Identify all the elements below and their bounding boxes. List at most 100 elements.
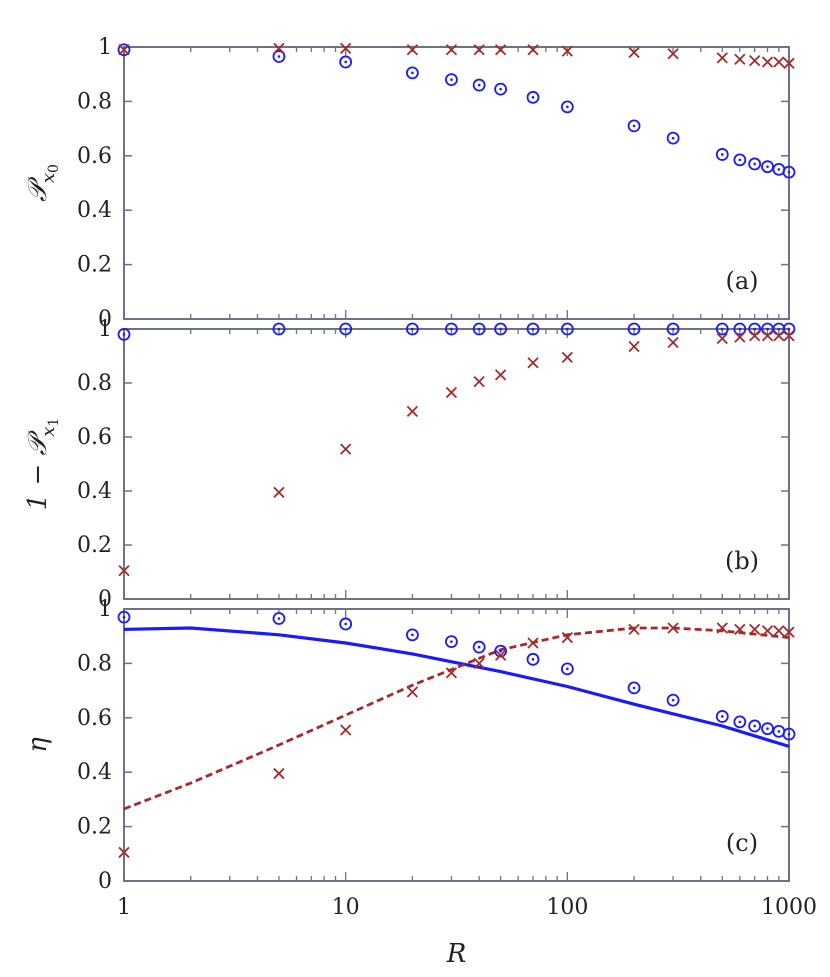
marker-dot — [738, 158, 742, 162]
data-point-cross — [561, 631, 573, 644]
data-point-cross — [628, 340, 640, 353]
marker-ring — [526, 322, 540, 336]
panel-tag: (b) — [725, 547, 759, 575]
marker-ring — [715, 148, 729, 161]
marker-dot — [450, 640, 453, 643]
marker-dot — [477, 645, 481, 649]
data-point-cross — [118, 846, 130, 859]
y-axis-label-sub: x — [38, 173, 59, 183]
marker-dot — [566, 667, 569, 671]
y-tick-label: 0.6 — [77, 425, 112, 450]
panel-a: 0 0.2 0.4 0.6 0.8 1 (a) 𝒫x0 — [23, 35, 796, 332]
marker-dot — [566, 105, 569, 109]
y-axis-label-subsub: 1 — [46, 418, 62, 427]
data-point-cross — [340, 724, 352, 736]
marker-dot — [777, 730, 781, 733]
data-point-cross — [273, 767, 285, 780]
data-point-cross — [273, 486, 285, 498]
data-point-circle — [761, 722, 774, 736]
data-point-cross — [773, 625, 785, 637]
data-point-cross — [749, 330, 761, 342]
data-point-cross — [340, 42, 352, 54]
marker-dot — [531, 658, 535, 661]
y-axis-label-main: η — [23, 737, 53, 753]
marker-dot — [738, 327, 742, 331]
marker-dot — [344, 622, 347, 626]
panel-tag: (a) — [725, 267, 758, 295]
marker-dot — [753, 327, 756, 331]
marker-dot — [738, 720, 742, 724]
curve-solid-blue — [123, 626, 790, 748]
data-point-cross — [628, 623, 640, 636]
data-point-cross — [340, 443, 352, 455]
marker-dot — [787, 170, 791, 174]
data-point-circle — [526, 322, 540, 336]
data-point-cross — [628, 46, 640, 59]
marker-ring — [733, 715, 747, 729]
marker-dot — [477, 83, 481, 87]
data-point-circle — [472, 322, 486, 336]
data-point-circle — [272, 612, 286, 625]
marker-dot — [344, 60, 347, 64]
marker-ring — [733, 322, 747, 336]
marker-ring — [560, 322, 574, 336]
y-tick-label: 0.2 — [77, 533, 112, 558]
marker-dot — [777, 168, 781, 171]
marker-dot — [499, 327, 502, 331]
marker-dot — [411, 71, 414, 75]
data-point-circle — [494, 82, 508, 96]
data-point-circle — [339, 322, 353, 336]
data-point-cross — [473, 657, 485, 670]
data-point-circle — [733, 322, 747, 336]
y-tick-label: 0.4 — [77, 198, 112, 223]
data-point-cross — [527, 637, 539, 649]
marker-ring — [272, 50, 286, 63]
marker-ring — [405, 322, 419, 336]
data-point-circle — [715, 322, 729, 336]
data-point-circle — [339, 55, 353, 69]
data-point-circle — [560, 322, 574, 336]
y-tick-label: 0.6 — [77, 144, 112, 169]
marker-ring — [715, 322, 729, 336]
marker-dot — [477, 327, 481, 331]
x-tick-label: 10 — [332, 895, 360, 920]
data-point-cross — [734, 331, 746, 343]
data-point-circle — [117, 327, 131, 341]
y-tick-label: 0.4 — [77, 760, 112, 785]
marker-dot — [450, 78, 453, 81]
data-point-cross — [118, 565, 130, 577]
marker-dot — [411, 327, 414, 331]
data-point-circle — [494, 322, 508, 336]
y-tick-label: 0.2 — [77, 815, 112, 840]
x-tick-label: 100 — [546, 895, 588, 920]
marker-ring — [117, 43, 131, 57]
y-axis-label-main: 1 − 𝒫 — [23, 429, 53, 510]
marker-ring — [472, 78, 486, 92]
marker-dot — [277, 327, 281, 331]
data-point-cross — [445, 386, 458, 399]
marker-ring — [666, 693, 680, 707]
marker-ring — [117, 610, 131, 624]
marker-dot — [122, 615, 126, 619]
data-point-circle — [666, 131, 680, 145]
marker-ring — [339, 55, 353, 69]
marker-ring — [748, 157, 762, 171]
marker-ring — [733, 153, 747, 167]
x-axis-label: R — [446, 939, 467, 969]
marker-ring — [782, 165, 796, 179]
marker-dot — [753, 162, 756, 166]
data-point-circle — [272, 322, 286, 336]
y-axis-label-subsub: 0 — [46, 164, 62, 173]
data-point-cross — [773, 330, 785, 342]
marker-ring — [472, 322, 486, 336]
marker-ring — [445, 322, 458, 336]
y-tick-label: 1 — [98, 35, 112, 60]
marker-dot — [122, 333, 126, 336]
marker-dot — [671, 327, 675, 331]
axes-frame — [123, 608, 790, 882]
data-point-circle — [748, 157, 762, 171]
marker-ring — [560, 100, 574, 114]
marker-dot — [499, 649, 502, 653]
data-point-cross — [761, 330, 774, 342]
marker-ring — [272, 612, 286, 625]
